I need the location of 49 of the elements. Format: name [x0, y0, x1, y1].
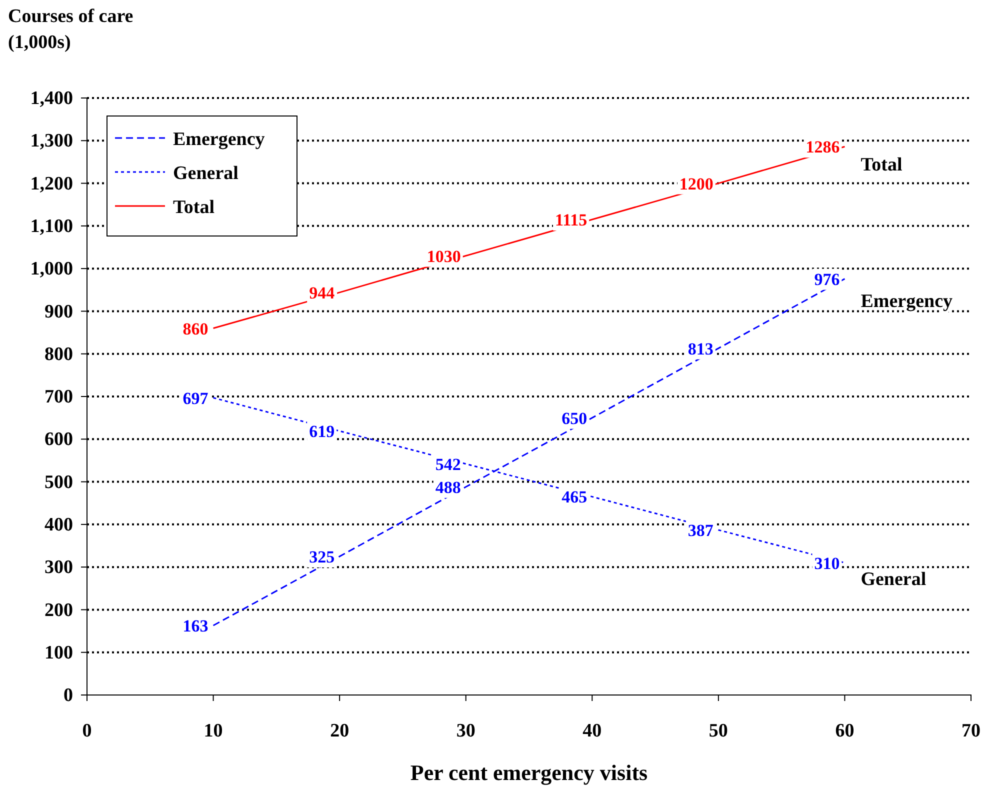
- data-label: 1115: [555, 210, 588, 230]
- y-tick-label: 1,100: [30, 216, 73, 238]
- legend-label: General: [173, 163, 238, 184]
- legend-label: Emergency: [173, 129, 266, 150]
- text: Total: [860, 154, 902, 176]
- y-tick-label: 200: [44, 600, 73, 621]
- data-label: 697: [182, 388, 209, 408]
- y-tick-label: 300: [44, 557, 73, 578]
- data-label: 387: [688, 520, 714, 540]
- data-label: 1286: [806, 138, 840, 157]
- x-tick-label: 0: [82, 720, 92, 742]
- y-tick-label: 1,200: [30, 173, 73, 194]
- y-tick-label: 900: [44, 301, 73, 322]
- y-tick-label: 0: [64, 685, 73, 706]
- x-tick-label: 60: [835, 720, 854, 742]
- data-label: 1200: [679, 174, 714, 194]
- x-tick-label: 70: [962, 720, 980, 742]
- y-tick-label: 1,000: [30, 258, 73, 280]
- data-label: 976: [814, 270, 840, 289]
- x-tick-label: 10: [204, 720, 223, 742]
- data-label: 325: [309, 547, 335, 566]
- text: Emergency: [860, 290, 953, 312]
- legend-label: Total: [173, 197, 215, 218]
- text: General: [860, 568, 926, 590]
- data-label: 813: [688, 339, 714, 358]
- x-tick-label: 20: [330, 720, 350, 742]
- x-axis-title: Per cent emergency visits: [410, 760, 648, 785]
- data-label: 488: [435, 478, 461, 497]
- y-tick-label: 600: [44, 429, 73, 450]
- data-label: 1030: [426, 246, 461, 266]
- x-tick-label: 50: [708, 720, 728, 742]
- data-label: 619: [309, 422, 335, 442]
- y-tick-label: 800: [44, 344, 73, 365]
- y-tick-label: 500: [44, 472, 73, 493]
- y-tick-label: 100: [44, 642, 73, 664]
- data-label: 163: [182, 616, 208, 636]
- data-label: 542: [435, 454, 461, 474]
- data-label: 860: [182, 319, 208, 338]
- y-tick-label: 400: [44, 514, 73, 536]
- y-tick-label: 1,300: [30, 130, 73, 152]
- data-label: 944: [309, 283, 336, 302]
- data-label: 650: [562, 408, 588, 428]
- data-label: 310: [814, 554, 840, 573]
- x-tick-label: 40: [582, 720, 602, 742]
- y-tick-label: 700: [44, 386, 73, 408]
- y-tick-label: 1,400: [30, 88, 73, 110]
- x-tick-label: 30: [456, 720, 476, 742]
- y-axis-title: Courses of care (1,000s): [8, 6, 134, 53]
- data-label: 465: [562, 488, 588, 507]
